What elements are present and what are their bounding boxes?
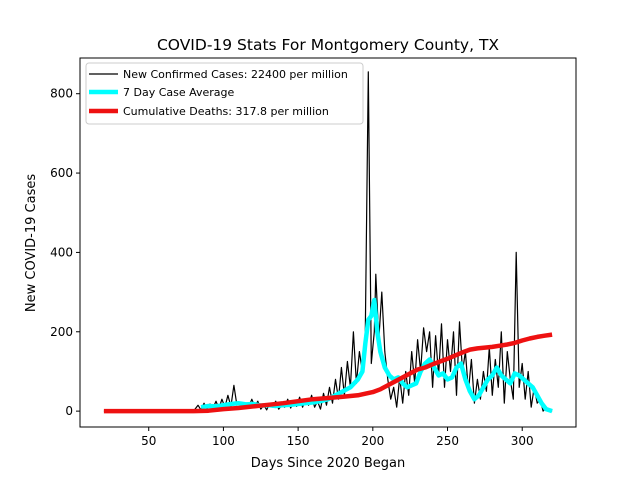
x-tick-label: 50 bbox=[141, 434, 156, 448]
x-axis: 50 100 150 200 250 300 bbox=[141, 427, 534, 448]
legend-label-7-day-average: 7 Day Case Average bbox=[123, 86, 235, 99]
plot-area-frame bbox=[79, 57, 577, 428]
x-tick-label: 250 bbox=[436, 434, 459, 448]
y-axis: 0 200 400 600 800 bbox=[50, 87, 80, 418]
x-tick-label: 100 bbox=[212, 434, 235, 448]
x-tick-label: 150 bbox=[287, 434, 310, 448]
legend-label-new-cases: New Confirmed Cases: 22400 per million bbox=[123, 68, 348, 81]
y-axis-label: New COVID-19 Cases bbox=[24, 174, 39, 312]
y-tick-label: 400 bbox=[50, 245, 73, 259]
legend-label-cumulative-deaths: Cumulative Deaths: 317.8 per million bbox=[123, 105, 329, 118]
legend-box bbox=[85, 62, 364, 125]
y-tick-label: 800 bbox=[50, 87, 73, 101]
series-layer bbox=[103, 71, 553, 414]
series-line-cumulative-deaths bbox=[103, 332, 553, 414]
x-tick-label: 300 bbox=[511, 434, 534, 448]
chart-title: COVID-19 Stats For Montgomery County, TX bbox=[157, 36, 499, 54]
x-axis-label: Days Since 2020 Began bbox=[251, 456, 406, 471]
y-tick-label: 0 bbox=[65, 404, 73, 418]
legend: New Confirmed Cases: 22400 per million 7… bbox=[85, 62, 364, 125]
y-tick-label: 600 bbox=[50, 166, 73, 180]
x-tick-label: 200 bbox=[361, 434, 384, 448]
y-tick-label: 200 bbox=[50, 325, 73, 339]
